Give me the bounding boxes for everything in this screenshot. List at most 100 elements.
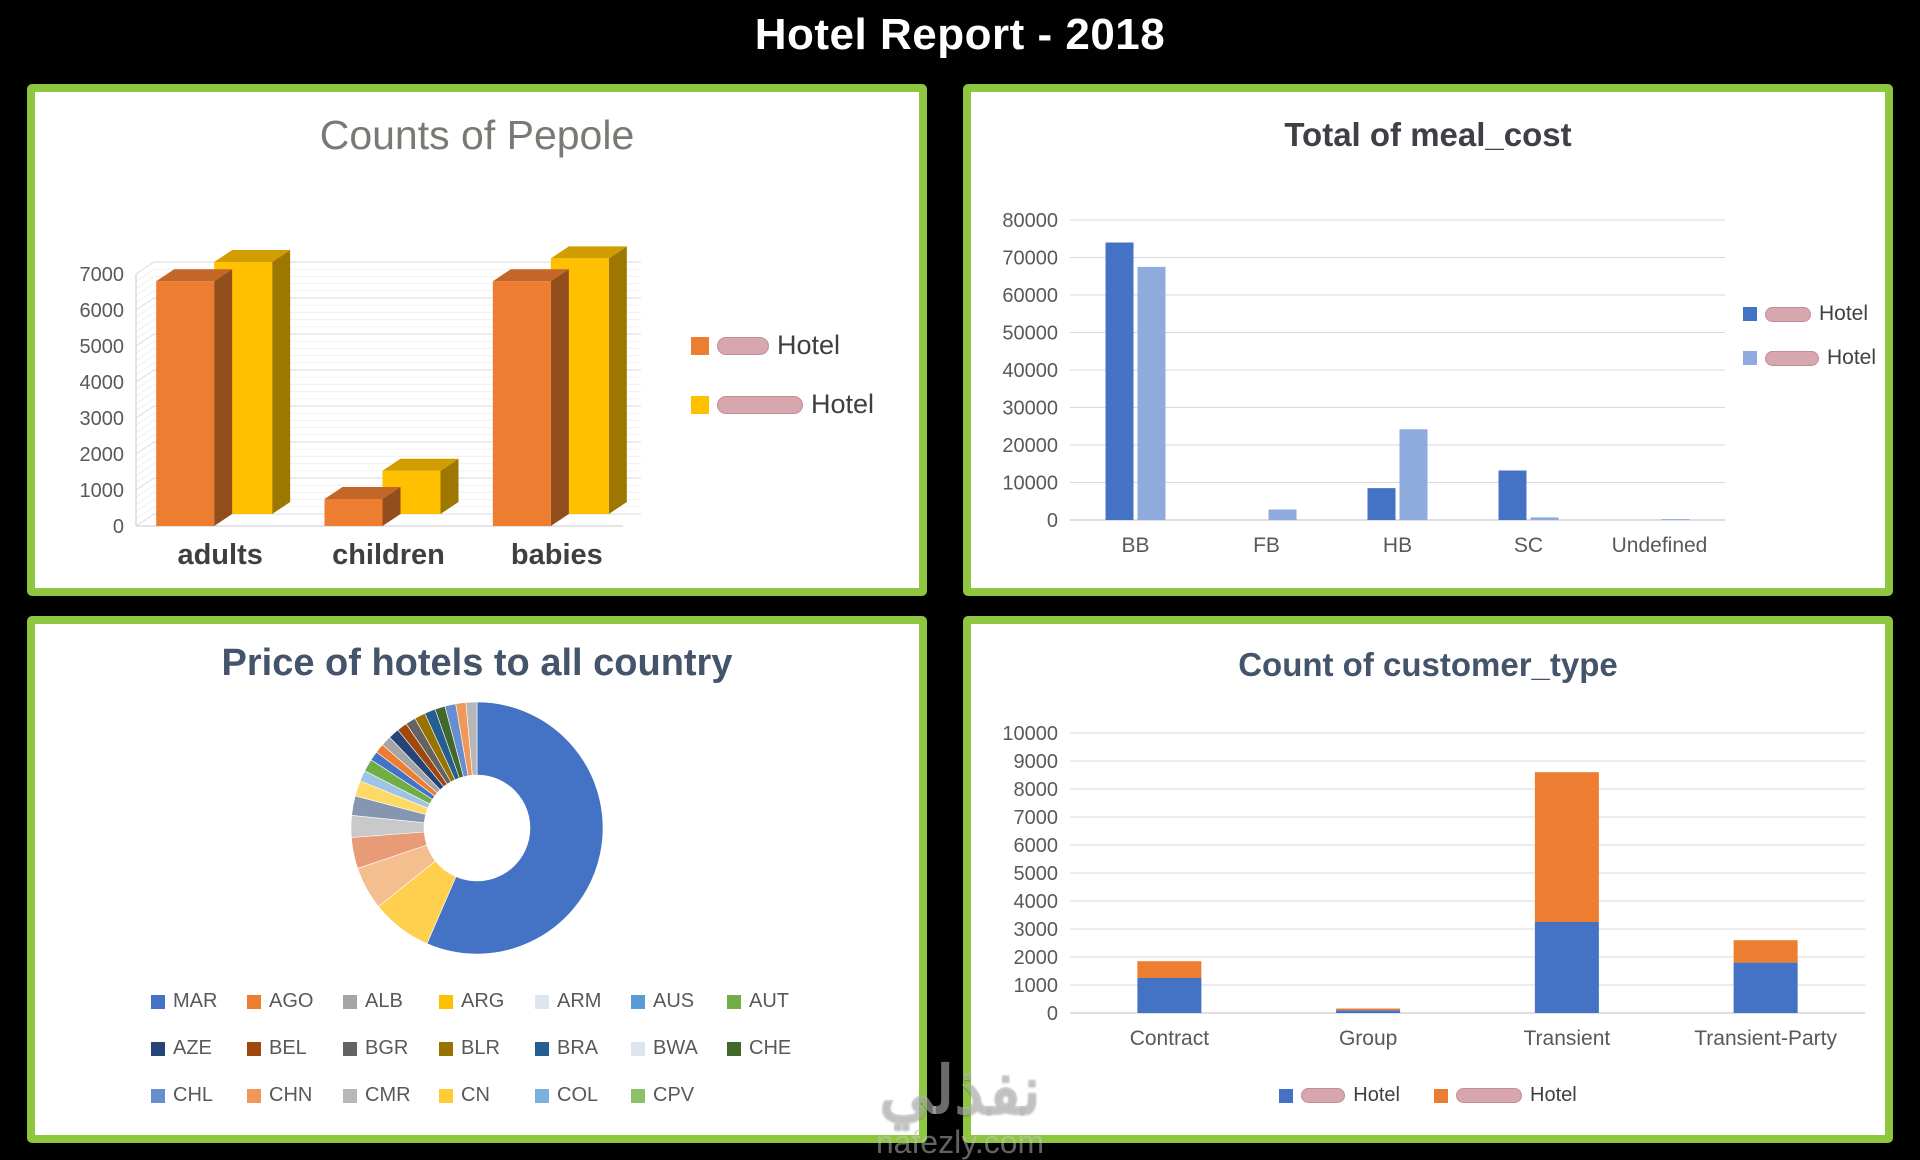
bar-series	[1137, 772, 1798, 1013]
legend-color-swatch	[247, 994, 261, 1009]
panel-count-of-customer-type: Count of customer_type 0 1000 2000 3000 4000…	[963, 616, 1893, 1143]
y-tick-label: 1000	[80, 480, 125, 502]
legend-color-swatch	[535, 994, 549, 1009]
legend-color-swatch	[343, 1041, 357, 1056]
legend-label: CPV	[653, 1084, 695, 1106]
legend-label: AUT	[749, 990, 789, 1012]
bar-top-face	[382, 458, 459, 471]
legend-label: CMR	[365, 1084, 411, 1106]
donut-segment	[465, 701, 478, 776]
panel-price-of-hotels: Price of hotels to all country MAR AGO ALB…	[27, 616, 927, 1143]
redacted-hotel-name	[717, 336, 769, 355]
report-title: Hotel Report - 2018	[754, 10, 1166, 59]
legend-label: AGO	[269, 990, 314, 1012]
bar-front-face	[492, 281, 551, 526]
legend-label: AZE	[173, 1037, 212, 1059]
bar-segment	[1733, 962, 1798, 1013]
legend-item: AUS	[631, 990, 727, 1013]
chart-title-price-of-hotels: Price of hotels to all country	[221, 642, 733, 684]
legend-label: BWA	[653, 1037, 698, 1059]
gridline-slant	[135, 333, 155, 347]
bar-top-face	[214, 250, 291, 262]
x-category-label: children	[332, 539, 445, 571]
gridline-slant	[135, 369, 155, 383]
bar-segment	[1733, 940, 1798, 963]
gridline-slant	[135, 427, 155, 441]
gridline-slant	[135, 455, 155, 469]
legend-item: BWA	[631, 1037, 727, 1060]
legend-label: BGR	[365, 1037, 409, 1059]
legend-item: Hotel	[1279, 1084, 1400, 1107]
y-tick-label: 9000	[1014, 751, 1059, 773]
gridline-slant	[135, 448, 155, 462]
gridline-slant	[135, 283, 155, 297]
legend-label: ARM	[557, 990, 602, 1012]
legend-color-swatch	[439, 1041, 453, 1056]
legend-color-swatch	[247, 1088, 261, 1103]
legend-counts-of-people: Hotel Hotel	[691, 330, 874, 420]
y-tick-label: 40000	[1002, 360, 1058, 382]
legend-label: Hotel	[811, 389, 875, 419]
x-category-label: BB	[1121, 534, 1149, 557]
y-tick-label: 2000	[1014, 947, 1059, 969]
y-tick-label: 4000	[80, 372, 125, 394]
y-tick-label: 60000	[1002, 285, 1058, 307]
y-tick-label: 6000	[80, 300, 125, 322]
bar-segment	[1336, 1010, 1401, 1013]
bar	[1399, 429, 1428, 520]
legend-color-swatch	[151, 1041, 165, 1056]
panel-total-of-meal-cost: Total of meal_cost 0 10000 20000 30000 40000…	[963, 84, 1893, 596]
legend-color-swatch	[691, 336, 709, 355]
bar-side-face	[608, 246, 627, 514]
gridline-slant	[135, 491, 155, 505]
y-tick-label: 70000	[1002, 248, 1058, 270]
customer-type-stacked-bar-chart: 0 1000 2000 3000 4000 5000 6000 7000 8000 9000 100…	[1002, 723, 1865, 1050]
legend-color-swatch	[631, 994, 645, 1009]
axis-grid: 0 10000 20000 30000 40000 50000 60000 70000 8000…	[1002, 210, 1725, 557]
legend-item: ARM	[535, 990, 631, 1013]
gridline-slant	[135, 261, 155, 275]
bar-segment	[1137, 961, 1202, 978]
x-category-label: Transient-Party	[1694, 1027, 1837, 1050]
gridline-slant	[135, 311, 155, 325]
gridline-slant	[135, 319, 155, 333]
donut-segment	[426, 701, 604, 955]
y-tick-label: 0	[1047, 510, 1058, 532]
legend-color-swatch	[151, 1088, 165, 1103]
y-tick-label: 20000	[1002, 435, 1058, 457]
gridline-slant	[135, 347, 155, 361]
gridline-slant	[135, 499, 155, 513]
legend-label: Hotel	[1353, 1084, 1400, 1106]
bar-top-face	[492, 269, 569, 282]
legend-label: CHL	[173, 1084, 214, 1106]
legend-item: MAR	[151, 990, 247, 1013]
gridline-slant	[135, 506, 155, 520]
legend-color-swatch	[1434, 1088, 1448, 1103]
bar-side-face	[440, 458, 459, 514]
legend-item: CHN	[247, 1084, 343, 1107]
bar	[1367, 488, 1396, 520]
gridline-slant	[135, 297, 155, 311]
y-tick-label: 30000	[1002, 398, 1058, 420]
y-tick-label: 80000	[1002, 210, 1058, 232]
legend-color-swatch	[439, 1088, 453, 1103]
legend-color-swatch	[535, 1041, 549, 1056]
legend-color-swatch	[247, 1041, 261, 1056]
legend-color-swatch	[727, 1041, 741, 1056]
bar-side-face	[214, 269, 233, 526]
legend-color-swatch	[1279, 1088, 1294, 1103]
gridline-slant	[135, 477, 155, 491]
bar-segment	[1336, 1008, 1401, 1011]
gridline-slant	[135, 398, 155, 412]
y-tick-label: 0	[113, 516, 124, 538]
legend-label: CHE	[749, 1037, 792, 1059]
counts-of-people-3d-bar-chart: 0 1000 2000 3000 4000 5000 6000 7000 adults child…	[80, 246, 641, 571]
donut	[350, 701, 604, 955]
legend-item: CMR	[343, 1084, 439, 1107]
legend-item: CN	[439, 1084, 535, 1107]
legend-color-swatch	[343, 994, 357, 1009]
legend-label: CHN	[269, 1084, 313, 1106]
legend-label: BRA	[557, 1037, 599, 1059]
bar-top-face	[550, 246, 627, 259]
legend-color-swatch	[343, 1088, 357, 1103]
